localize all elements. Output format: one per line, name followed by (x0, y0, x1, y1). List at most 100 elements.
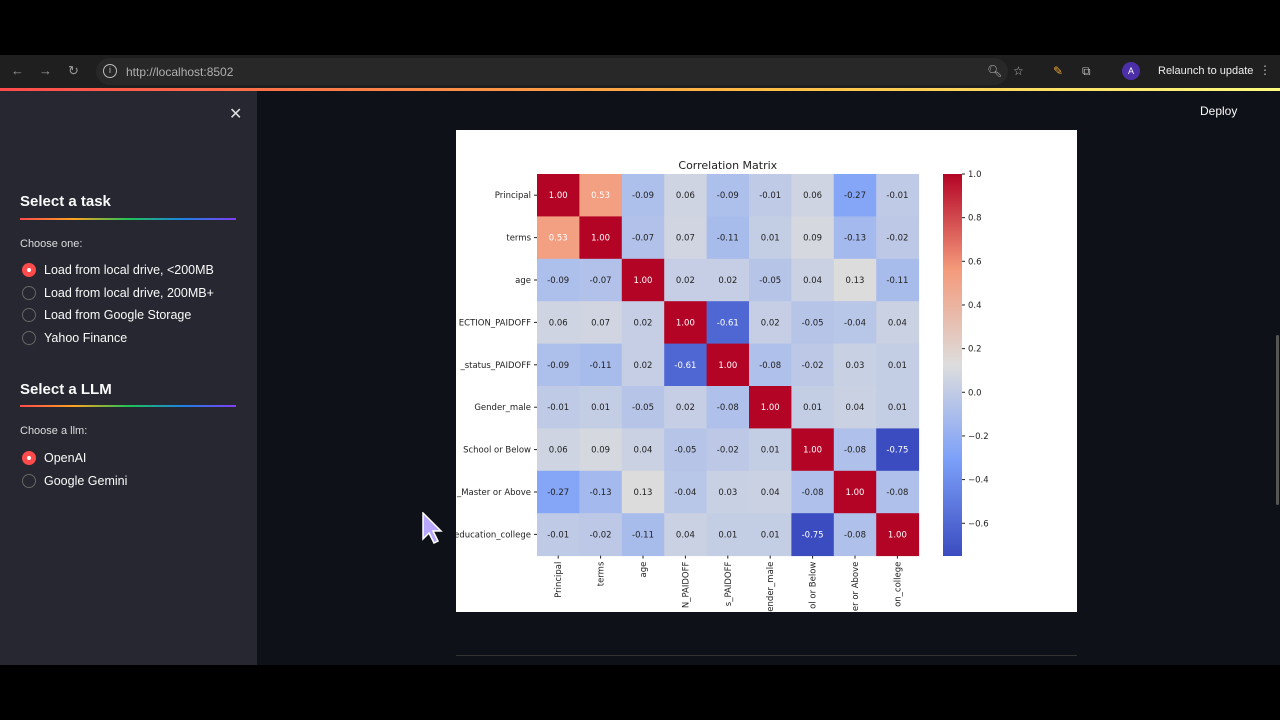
cell-value: 1.00 (676, 318, 695, 328)
radio-label: Yahoo Finance (44, 331, 128, 346)
cell-value: 1.00 (718, 361, 737, 371)
heatmap-cell (833, 470, 877, 514)
cell-value: 0.06 (803, 191, 822, 201)
radio-circle-icon[interactable] (22, 285, 36, 300)
cell-value: 0.06 (549, 318, 568, 328)
cell-value: 0.01 (803, 403, 822, 413)
heatmap-cell (833, 343, 877, 387)
radio-circle-icon[interactable] (22, 308, 36, 323)
zoom-icon[interactable]: 🔍︎ (987, 64, 1003, 78)
radio-task-1[interactable]: Load from local drive, 200MB+ (22, 285, 214, 300)
heatmap-cell (621, 428, 665, 472)
cell-value: 0.13 (634, 488, 653, 498)
cell-value: 1.00 (549, 191, 568, 201)
heatmap-cell (749, 386, 792, 429)
cell-value: -0.08 (717, 403, 739, 413)
cell-value: -0.02 (590, 530, 612, 540)
cell-value: -0.13 (844, 234, 866, 244)
relaunch-button[interactable]: Relaunch to update (1158, 65, 1254, 77)
heatmap-cell (537, 513, 580, 557)
address-bar[interactable]: i http://localhost:8502 (96, 58, 1008, 85)
cell-value: -0.08 (886, 488, 908, 498)
radio-task-2[interactable]: Load from Google Storage (22, 308, 191, 323)
back-icon[interactable]: ← (11, 63, 24, 78)
scrollbar[interactable] (1276, 335, 1279, 505)
forward-icon[interactable]: → (39, 63, 52, 78)
heatmap-cell (579, 513, 623, 557)
heatmap-cell (876, 301, 920, 345)
col-label: Principal (554, 562, 564, 598)
heatmap-cell (876, 216, 920, 260)
avatar[interactable]: A (1122, 62, 1140, 80)
heatmap-cell (749, 216, 792, 260)
heatmap-cell (833, 258, 877, 302)
cell-value: -0.61 (674, 361, 696, 371)
heatmap-cell (706, 513, 750, 557)
row-label: education_college (456, 530, 531, 540)
mouse-cursor-icon (422, 512, 443, 544)
cell-value: -0.13 (590, 488, 612, 498)
reload-icon[interactable]: ↻ (68, 63, 79, 78)
llm-label: Choose a llm: (20, 425, 88, 437)
heatmap-cell (664, 470, 708, 514)
cell-value: 0.07 (591, 318, 610, 328)
cell-value: -0.05 (674, 446, 696, 456)
cell-value: -0.08 (802, 488, 824, 498)
colorbar-tick-label: 0.0 (968, 388, 982, 398)
heatmap-cell (749, 301, 792, 345)
radio-label: Load from local drive, 200MB+ (44, 285, 214, 300)
colorbar-tick-label: 0.6 (968, 257, 982, 267)
cell-value: -0.27 (547, 488, 569, 498)
heatmap-cell (621, 470, 665, 514)
radio-circle-icon[interactable] (22, 473, 36, 488)
site-info-icon[interactable]: i (103, 64, 117, 78)
sidebar (0, 91, 257, 665)
cell-value: 0.04 (761, 488, 780, 498)
deploy-button[interactable]: Deploy (1200, 104, 1238, 118)
heatmap-cell (749, 174, 792, 217)
heatmap-cell (876, 428, 920, 472)
heatmap-cell (621, 258, 665, 302)
cell-value: -0.02 (886, 234, 908, 244)
radio-llm-0[interactable]: OpenAI (22, 451, 86, 465)
task-label: Choose one: (20, 238, 83, 250)
cell-value: -0.05 (632, 403, 654, 413)
radio-label: Google Gemini (44, 473, 128, 488)
cell-value: 0.04 (803, 276, 822, 286)
heatmap-cell (791, 258, 835, 302)
radio-circle-icon[interactable] (22, 263, 36, 277)
heatmap-cell (579, 470, 623, 514)
radio-label: Load from local drive, <200MB (44, 263, 214, 277)
radio-task-3[interactable]: Yahoo Finance (22, 331, 128, 346)
close-sidebar-icon[interactable]: ✕ (229, 106, 243, 123)
cell-value: 0.06 (676, 191, 695, 201)
heatmap-cell (876, 258, 920, 302)
heatmap-cell (876, 386, 920, 429)
cell-value: -0.09 (547, 276, 569, 286)
heatmap-cell (791, 428, 835, 472)
heatmap-cell (537, 216, 580, 260)
heatmap-cell (706, 216, 750, 260)
heatmap-cell (833, 386, 877, 429)
extension-icon[interactable]: ✎ (1053, 64, 1064, 78)
radio-circle-icon[interactable] (22, 331, 36, 346)
extensions-puzzle-icon[interactable]: ⧉ (1082, 64, 1091, 78)
colorbar-tick-label: 1.0 (968, 170, 982, 180)
cell-value: 0.02 (761, 318, 780, 328)
bookmark-star-icon[interactable]: ☆ (1013, 64, 1024, 78)
cell-value: 0.13 (846, 276, 865, 286)
radio-circle-icon[interactable] (22, 451, 36, 465)
row-label: _status_PAIDOFF (459, 361, 531, 371)
cell-value: -0.05 (759, 276, 781, 286)
cell-value: -0.08 (844, 530, 866, 540)
col-label: N_PAIDOFF (681, 561, 691, 608)
radio-task-0[interactable]: Load from local drive, <200MB (22, 263, 214, 277)
cell-value: 0.03 (846, 361, 865, 371)
cell-value: -0.09 (547, 361, 569, 371)
cell-value: -0.05 (802, 318, 824, 328)
heatmap-cell (749, 343, 792, 387)
radio-llm-1[interactable]: Google Gemini (22, 473, 128, 488)
cell-value: 1.00 (846, 488, 865, 498)
menu-kebab-icon[interactable]: ⋮ (1259, 63, 1271, 77)
heatmap-cell (876, 470, 920, 514)
